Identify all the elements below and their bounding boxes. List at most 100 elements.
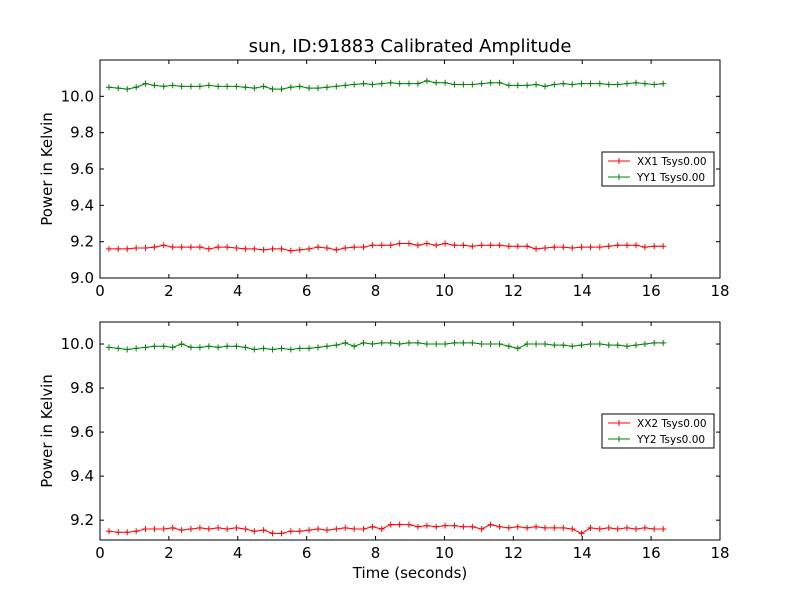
data-point-marker xyxy=(105,84,112,91)
legend: XX2 Tsys0.00 YY2 Tsys0.00 xyxy=(601,413,715,449)
data-point-marker xyxy=(478,80,485,87)
data-point-marker xyxy=(224,83,231,90)
legend-box xyxy=(601,151,715,187)
data-point-marker xyxy=(505,524,512,531)
data-point-marker xyxy=(269,346,276,353)
data-point-marker xyxy=(187,244,194,251)
data-point-marker xyxy=(533,341,540,348)
data-point-marker xyxy=(605,524,612,531)
data-point-marker xyxy=(632,342,639,349)
data-point-marker xyxy=(169,82,176,89)
legend: XX1 Tsys0.00 YY1 Tsys0.00 xyxy=(601,151,715,187)
x-tick-label: 12 xyxy=(504,282,523,300)
x-tick-label: 10 xyxy=(435,282,454,300)
data-point-marker xyxy=(478,341,485,348)
x-tick-label: 8 xyxy=(371,282,381,300)
x-tick-label: 2 xyxy=(164,282,174,300)
data-point-marker xyxy=(632,525,639,532)
data-point-marker xyxy=(115,345,122,352)
data-point-marker xyxy=(251,245,258,252)
data-point-marker xyxy=(387,339,394,346)
data-point-marker xyxy=(315,244,322,251)
data-point-marker xyxy=(605,243,612,250)
data-point-marker xyxy=(533,523,540,530)
data-point-marker xyxy=(542,83,549,90)
data-point-marker xyxy=(287,528,294,535)
y-tick-label: 9.2 xyxy=(70,233,94,251)
data-point-marker xyxy=(578,342,585,349)
data-point-marker xyxy=(596,244,603,251)
data-point-marker xyxy=(251,528,258,535)
data-point-marker xyxy=(660,339,667,346)
data-point-marker xyxy=(296,83,303,90)
y-tick-label: 9.6 xyxy=(70,160,94,178)
data-point-marker xyxy=(469,523,476,530)
x-tick-label: 18 xyxy=(710,282,729,300)
data-point-marker xyxy=(614,242,621,249)
data-point-marker xyxy=(587,80,594,87)
data-point-marker xyxy=(433,79,440,86)
data-point-marker xyxy=(487,79,494,86)
y-tick-label: 9.4 xyxy=(70,196,94,214)
top-panel: 0 2 4 6 8 10 12 14 16 18 9.0 9.2 9.4 9.6 9.8 10.0 Power … xyxy=(38,59,730,300)
x-tick-label: 0 xyxy=(95,282,105,300)
data-point-marker xyxy=(142,80,149,87)
data-point-marker xyxy=(169,344,176,351)
data-point-marker xyxy=(514,243,521,250)
data-point-marker xyxy=(160,525,167,532)
data-point-marker xyxy=(160,242,167,249)
y-tick-label: 9.8 xyxy=(70,379,94,397)
data-point-marker xyxy=(396,521,403,528)
data-point-marker xyxy=(323,84,330,91)
legend-entry-label: XX2 Tsys0.00 xyxy=(637,418,707,430)
data-point-marker xyxy=(641,244,648,251)
data-point-marker xyxy=(660,525,667,532)
data-point-marker xyxy=(360,339,367,346)
data-point-marker xyxy=(551,342,558,349)
data-point-marker xyxy=(342,245,349,252)
data-point-marker xyxy=(260,345,267,352)
x-tick-label: 2 xyxy=(164,544,174,562)
data-point-marker xyxy=(387,79,394,86)
data-point-marker xyxy=(560,524,567,531)
data-point-marker xyxy=(287,84,294,91)
data-point-marker xyxy=(487,242,494,249)
data-point-marker xyxy=(505,243,512,250)
data-point-marker xyxy=(660,80,667,87)
data-point-marker xyxy=(451,242,458,249)
data-point-marker xyxy=(342,339,349,346)
y-tick-label: 9.2 xyxy=(70,511,94,529)
y-tick-label: 10.0 xyxy=(61,87,94,105)
legend-marker xyxy=(616,158,622,164)
data-point-marker xyxy=(542,245,549,252)
data-point-marker xyxy=(514,345,521,352)
data-point-marker xyxy=(514,523,521,530)
data-point-marker xyxy=(442,522,449,529)
data-point-marker xyxy=(178,83,185,90)
legend-box xyxy=(601,413,715,449)
data-point-marker xyxy=(115,529,122,536)
data-point-marker xyxy=(360,525,367,532)
data-point-marker xyxy=(524,341,531,348)
data-point-marker xyxy=(205,525,212,532)
data-point-marker xyxy=(133,528,140,535)
data-point-marker xyxy=(315,85,322,92)
data-point-marker xyxy=(306,85,313,92)
data-point-marker xyxy=(269,530,276,537)
data-point-marker xyxy=(160,343,167,350)
data-point-marker xyxy=(151,82,158,89)
data-point-marker xyxy=(333,246,340,253)
data-point-marker xyxy=(542,341,549,348)
data-point-marker xyxy=(433,523,440,530)
data-point-marker xyxy=(405,80,412,87)
chart-title: sun, ID:91883 Calibrated Amplitude xyxy=(249,36,572,57)
data-point-marker xyxy=(460,81,467,88)
data-point-marker xyxy=(396,240,403,247)
data-point-marker xyxy=(306,345,313,352)
data-point-marker xyxy=(251,85,258,92)
data-point-marker xyxy=(560,342,567,349)
data-point-marker xyxy=(205,245,212,252)
x-tick-label: 14 xyxy=(573,544,592,562)
data-point-marker xyxy=(269,245,276,252)
data-point-marker xyxy=(260,246,267,253)
